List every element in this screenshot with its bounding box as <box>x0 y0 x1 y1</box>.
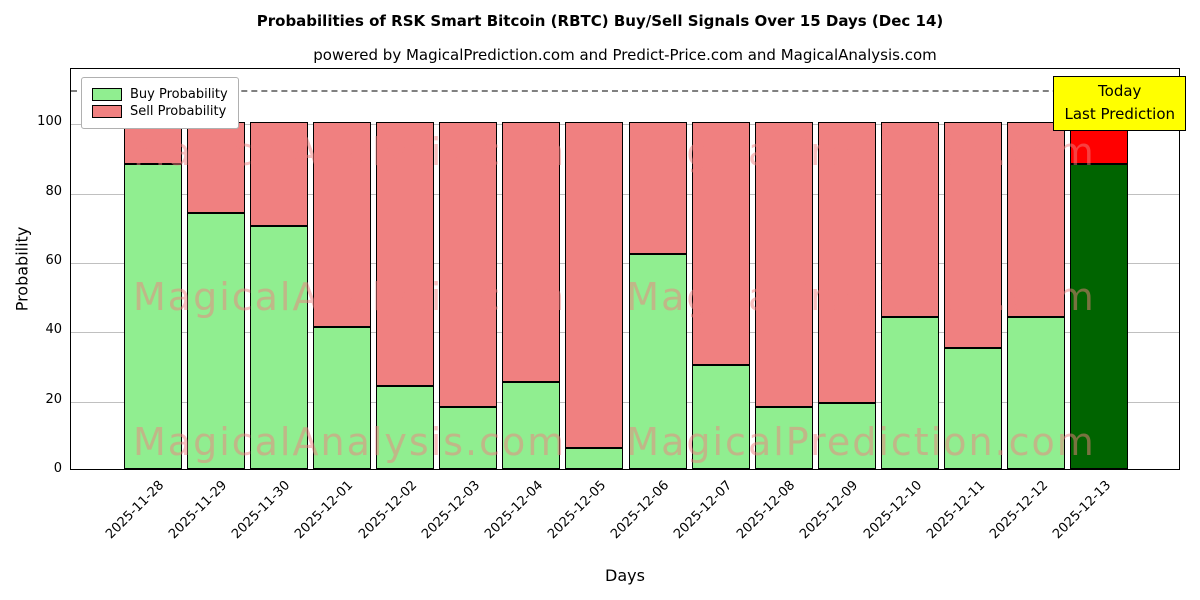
bar-buy-segment-2025-12-10 <box>881 316 940 469</box>
x-tick-label-2025-11-30: 2025-11-30 <box>229 478 294 543</box>
gridline-y-20 <box>71 401 1179 403</box>
bar-sell-segment-2025-11-29 <box>186 122 245 213</box>
bar-buy-segment-2025-12-13 <box>1070 164 1129 469</box>
bar-buy-segment-2025-12-11 <box>944 347 1003 469</box>
bar-buy-segment-2025-12-04 <box>502 382 561 469</box>
bar-buy-segment-2025-12-05 <box>565 448 624 469</box>
bar-buy-segment-2025-12-01 <box>312 326 371 469</box>
x-tick-label-2025-12-11: 2025-12-11 <box>923 478 988 543</box>
x-tick-label-2025-12-08: 2025-12-08 <box>734 478 799 543</box>
bar-sell-segment-2025-12-05 <box>565 122 624 449</box>
x-tick-label-2025-12-06: 2025-12-06 <box>608 478 673 543</box>
x-tick-label-2025-11-29: 2025-11-29 <box>166 478 231 543</box>
y-tick-label-40: 40 <box>45 322 62 338</box>
plot-area: MagicalAnalysis.com MagicalPrediction.com… <box>70 68 1180 470</box>
y-tick-label-20: 20 <box>45 391 62 407</box>
bar-buy-segment-2025-11-30 <box>249 226 308 469</box>
bar-sell-segment-2025-12-08 <box>754 122 813 407</box>
bar-sell-segment-2025-12-10 <box>881 122 940 317</box>
bar-sell-segment-2025-11-30 <box>249 122 308 227</box>
x-tick-label-2025-11-28: 2025-11-28 <box>103 478 168 543</box>
legend-box: Buy Probability Sell Probability <box>81 77 239 129</box>
x-tick-label-2025-12-13: 2025-12-13 <box>1050 478 1115 543</box>
x-axis-label: Days <box>605 566 645 585</box>
x-tick-label-2025-12-05: 2025-12-05 <box>545 478 610 543</box>
bar-buy-segment-2025-12-03 <box>439 406 498 469</box>
chart-subtitle: powered by MagicalPrediction.com and Pre… <box>313 46 937 64</box>
bar-buy-segment-2025-12-12 <box>1007 316 1066 469</box>
bar-sell-segment-2025-12-04 <box>502 122 561 383</box>
chart-title: Probabilities of RSK Smart Bitcoin (RBTC… <box>256 12 944 30</box>
y-tick-label-0: 0 <box>53 461 62 476</box>
x-tick-label-2025-12-09: 2025-12-09 <box>797 478 862 543</box>
bar-sell-segment-2025-12-06 <box>628 122 687 255</box>
today-annotation-line1: Today <box>1098 82 1142 100</box>
today-annotation-box: Today Last Prediction <box>1053 76 1186 131</box>
y-axis-label: Probability <box>12 226 32 312</box>
reference-dashed-line <box>71 89 1179 92</box>
bar-buy-segment-2025-11-29 <box>186 212 245 469</box>
bar-sell-segment-2025-12-03 <box>439 122 498 407</box>
bar-buy-segment-2025-12-08 <box>754 406 813 469</box>
x-tick-label-2025-12-02: 2025-12-02 <box>355 478 420 543</box>
bar-buy-segment-2025-12-06 <box>628 254 687 469</box>
gridline-y-60 <box>71 263 1179 265</box>
y-tick-label-100: 100 <box>37 114 62 130</box>
sell-probability-swatch <box>92 105 122 118</box>
x-tick-label-2025-12-10: 2025-12-10 <box>860 478 925 543</box>
legend-item-sell: Sell Probability <box>92 104 228 119</box>
legend-item-buy: Buy Probability <box>92 87 228 102</box>
bar-buy-segment-2025-11-28 <box>123 164 182 469</box>
bar-sell-segment-2025-11-28 <box>123 122 182 165</box>
x-tick-label-2025-12-03: 2025-12-03 <box>418 478 483 543</box>
bar-buy-segment-2025-12-09 <box>817 403 876 469</box>
x-tick-label-2025-12-04: 2025-12-04 <box>481 478 546 543</box>
buy-probability-swatch <box>92 88 122 101</box>
bar-buy-segment-2025-12-02 <box>376 385 435 469</box>
bar-sell-segment-2025-12-07 <box>691 122 750 366</box>
legend-label-buy: Buy Probability <box>130 87 228 102</box>
today-annotation-line2: Last Prediction <box>1064 105 1175 124</box>
gridline-y-100 <box>71 124 1179 126</box>
x-tick-label-2025-12-01: 2025-12-01 <box>292 478 357 543</box>
x-tick-label-2025-12-12: 2025-12-12 <box>986 478 1051 543</box>
y-tick-label-80: 80 <box>45 183 62 199</box>
y-tick-label-60: 60 <box>45 253 62 269</box>
bar-buy-segment-2025-12-07 <box>691 365 750 469</box>
x-tick-label-2025-12-07: 2025-12-07 <box>671 478 736 543</box>
bar-sell-segment-2025-12-09 <box>817 122 876 404</box>
gridline-y-80 <box>71 193 1179 195</box>
legend-label-sell: Sell Probability <box>130 104 227 119</box>
bar-sell-segment-2025-12-01 <box>312 122 371 327</box>
bar-sell-segment-2025-12-02 <box>376 122 435 386</box>
bar-sell-segment-2025-12-11 <box>944 122 1003 348</box>
gridline-y-40 <box>71 332 1179 334</box>
bar-sell-segment-2025-12-12 <box>1007 122 1066 317</box>
